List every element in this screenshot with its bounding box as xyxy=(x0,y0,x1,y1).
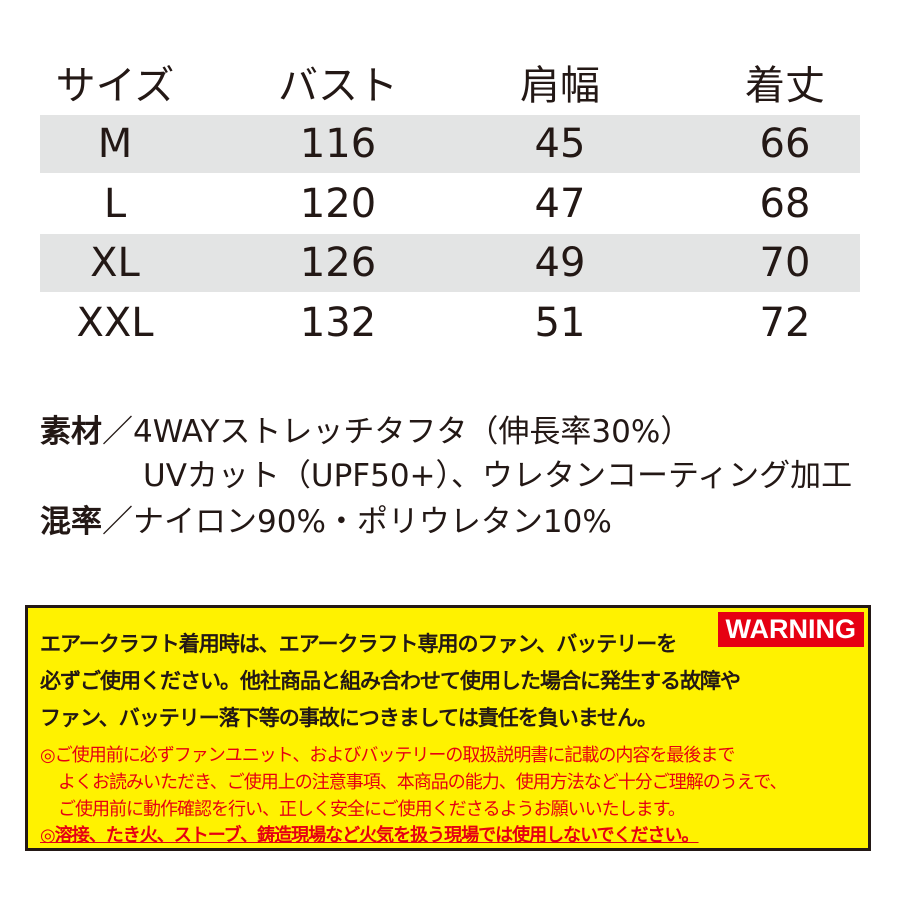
cell-length: 66 xyxy=(759,121,811,167)
warning-box: WARNING エアークラフト着用時は、エアークラフト専用のファン、バッテリーを… xyxy=(25,605,871,851)
cell-bust: 120 xyxy=(299,181,377,227)
cell-bust: 126 xyxy=(299,240,377,286)
cell-length: 72 xyxy=(759,300,811,346)
composition-value: ナイロン90%・ポリウレタン10% xyxy=(133,504,612,540)
cell-shoulder: 51 xyxy=(534,300,586,346)
cell-length: 70 xyxy=(759,240,811,286)
separator: ／ xyxy=(102,414,133,450)
cell-bust: 132 xyxy=(299,300,377,346)
composition-label: 混率 xyxy=(40,504,102,540)
table-header: サイズ バスト 肩幅 着丈 xyxy=(40,57,860,115)
cell-bust: 116 xyxy=(299,121,377,167)
header-length: 着丈 xyxy=(745,63,825,109)
cell-size: L xyxy=(103,181,127,227)
table-row: XL 126 49 70 xyxy=(40,234,860,292)
material-value: 4WAYストレッチタフタ（伸長率30%） xyxy=(133,414,692,450)
composition-line: 混率／ナイロン90%・ポリウレタン10% xyxy=(40,500,612,544)
header-shoulder: 肩幅 xyxy=(520,63,600,109)
cell-size: M xyxy=(97,121,133,167)
caution-note: よくお読みいただき、ご使用上の注意事項、本商品の能力、使用方法など十分ご理解のう… xyxy=(58,772,787,793)
warning-line: 必ずご使用ください。他社商品と組み合わせて使用した場合に発生する故障や xyxy=(40,669,741,693)
material-line-2: UVカット（UPF50+）、ウレタンコーティング加工 xyxy=(143,458,853,494)
warning-line: エアークラフト着用時は、エアークラフト専用のファン、バッテリーを xyxy=(40,632,677,656)
cell-length: 68 xyxy=(759,181,811,227)
cell-size: XL xyxy=(90,240,140,286)
header-bust: バスト xyxy=(278,63,398,109)
warning-badge: WARNING xyxy=(717,612,864,647)
caution-note: ◎ご使用前に必ずファンユニット、およびバッテリーの取扱説明書に記載の内容を最後ま… xyxy=(40,745,735,766)
cell-shoulder: 45 xyxy=(534,121,586,167)
header-size: サイズ xyxy=(55,63,175,109)
table-row: L 120 47 68 xyxy=(40,175,860,233)
warning-line: ファン、バッテリー落下等の事故につきましては責任を負いません。 xyxy=(40,706,658,730)
cell-shoulder: 47 xyxy=(534,181,586,227)
cell-shoulder: 49 xyxy=(534,240,586,286)
table-row: XXL 132 51 72 xyxy=(40,294,860,352)
fire-caution-note: ◎溶接、たき火、ストーブ、鋳造現場など火気を扱う現場では使用しないでください。 xyxy=(40,825,700,846)
table-row: M 116 45 66 xyxy=(40,115,860,173)
material-label: 素材 xyxy=(40,414,102,450)
caution-note: ご使用前に動作確認を行い、正しく安全にご使用くださるようお願いいたします。 xyxy=(58,799,686,820)
material-line-1: 素材／4WAYストレッチタフタ（伸長率30%） xyxy=(40,410,691,454)
cell-size: XXL xyxy=(76,300,154,346)
separator: ／ xyxy=(102,504,133,540)
